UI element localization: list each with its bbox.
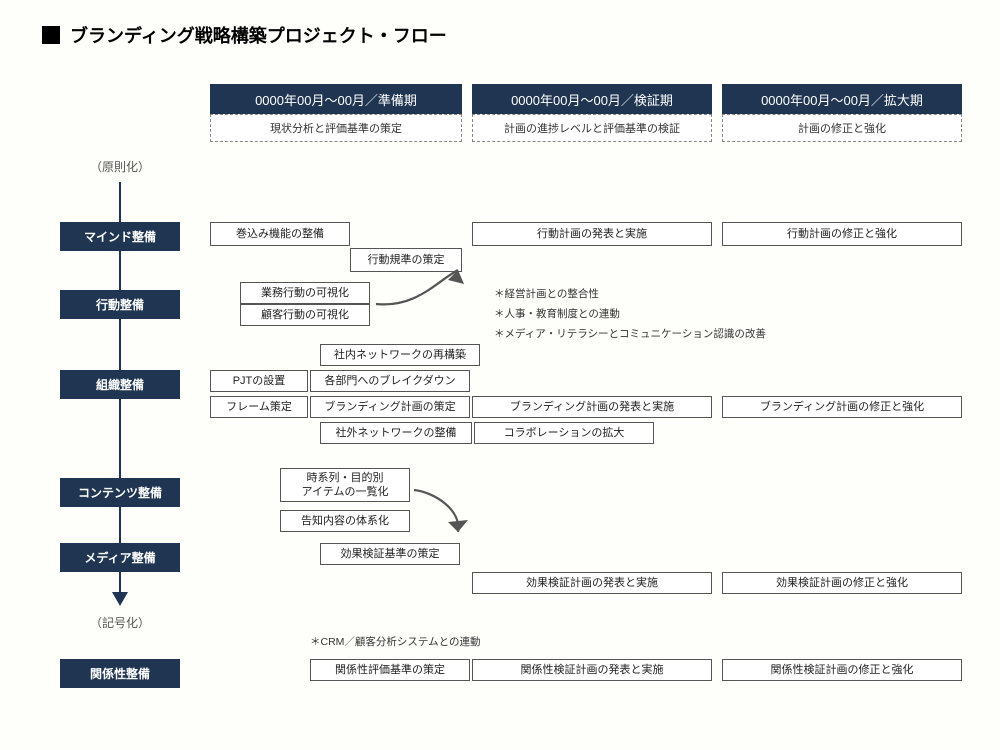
flow-box-12: ブランディング計画の修正と強化 <box>722 396 962 418</box>
phase-header-2: 0000年00月～00月／拡大期 <box>722 84 962 115</box>
flow-box-6: 社内ネットワークの再構築 <box>320 344 480 366</box>
curve-arrow-0-icon <box>376 272 476 332</box>
title-bullet-icon <box>42 26 60 44</box>
flow-box-22: 関係性検証計画の修正と強化 <box>722 659 962 681</box>
flow-box-20: 関係性評価基準の策定 <box>310 659 470 681</box>
note-0: ＊経営計画との整合性 <box>494 286 599 301</box>
row-label-3: コンテンツ整備 <box>60 478 180 507</box>
row-label-4: メディア整備 <box>60 543 180 572</box>
flow-box-16: 告知内容の体系化 <box>280 510 410 532</box>
flow-box-15: 時系列・目的別 アイテムの一覧化 <box>280 468 410 502</box>
flow-box-1: 行動規準の策定 <box>350 248 462 272</box>
note-2: ＊メディア・リテラシーとコミュニケーション認識の改善 <box>494 326 766 341</box>
flow-box-18: 効果検証計画の発表と実施 <box>472 572 712 594</box>
axis-arrowhead-icon <box>112 592 128 606</box>
flow-box-14: コラボレーションの拡大 <box>474 422 654 444</box>
flow-box-10: ブランディング計画の策定 <box>310 396 470 418</box>
flow-box-7: PJTの設置 <box>210 370 308 392</box>
note-3: ＊CRM／顧客分析システムとの連動 <box>310 634 481 649</box>
flow-box-8: 各部門へのブレイクダウン <box>310 370 470 392</box>
row-label-2: 組織整備 <box>60 370 180 399</box>
flow-box-4: 業務行動の可視化 <box>240 282 370 304</box>
flow-box-9: フレーム策定 <box>210 396 308 418</box>
flow-box-0: 巻込み機能の整備 <box>210 222 350 246</box>
phase-sub-1: 計画の進捗レベルと評価基準の検証 <box>472 114 712 142</box>
page-title: ブランディング戦略構築プロジェクト・フロー <box>70 22 447 48</box>
note-1: ＊人事・教育制度との連動 <box>494 306 620 321</box>
flow-box-13: 社外ネットワークの整備 <box>320 422 472 444</box>
flow-box-21: 関係性検証計画の発表と実施 <box>472 659 712 681</box>
page-title-row: ブランディング戦略構築プロジェクト・フロー <box>0 0 1000 48</box>
flow-box-11: ブランディング計画の発表と実施 <box>472 396 712 418</box>
flow-box-19: 効果検証計画の修正と強化 <box>722 572 962 594</box>
curve-arrow-1-icon <box>414 490 514 550</box>
phase-header-0: 0000年00月～00月／準備期 <box>210 84 462 115</box>
flow-box-5: 顧客行動の可視化 <box>240 304 370 326</box>
phase-sub-2: 計画の修正と強化 <box>722 114 962 142</box>
axis-bottom-label: （記号化） <box>60 614 180 631</box>
flow-box-3: 行動計画の修正と強化 <box>722 222 962 246</box>
phase-sub-0: 現状分析と評価基準の策定 <box>210 114 462 142</box>
row-label-0: マインド整備 <box>60 222 180 251</box>
flow-box-2: 行動計画の発表と実施 <box>472 222 712 246</box>
axis-top-label: （原則化） <box>60 158 180 175</box>
row-label-1: 行動整備 <box>60 290 180 319</box>
row-label-5: 関係性整備 <box>60 659 180 688</box>
phase-header-1: 0000年00月～00月／検証期 <box>472 84 712 115</box>
